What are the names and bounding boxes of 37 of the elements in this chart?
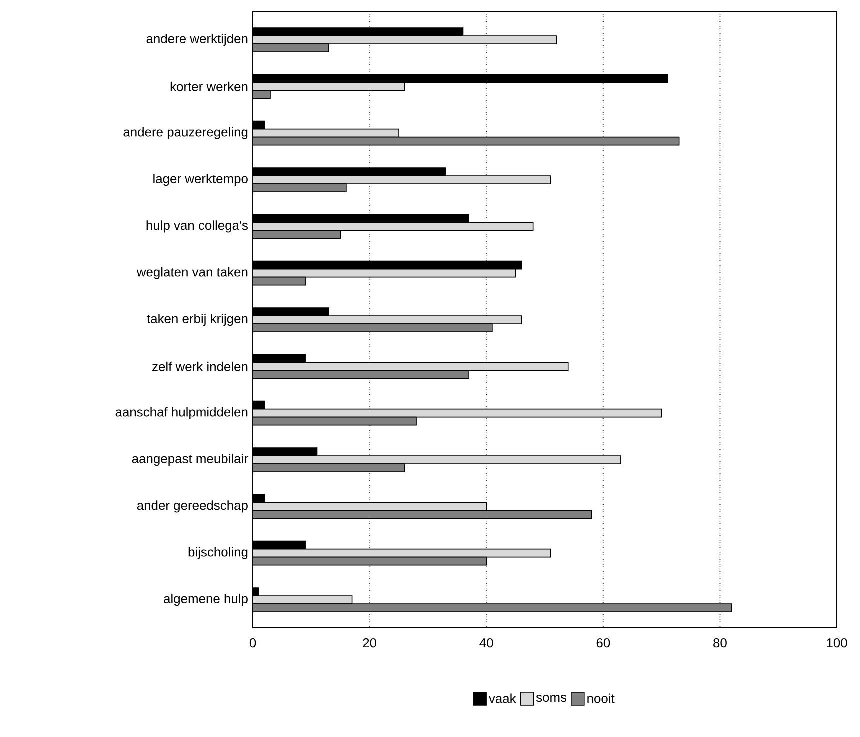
y-tick-label: hulp van collega's <box>146 220 248 233</box>
y-tick-label: zelf werk indelen <box>152 362 248 372</box>
y-tick-label: algemene hulp <box>164 594 248 606</box>
bar <box>253 136 680 146</box>
bar <box>253 370 470 380</box>
y-tick-label: weglaten van taken <box>136 267 248 280</box>
y-tick-label: taken erbij krijgen <box>147 314 248 326</box>
bar <box>253 408 662 418</box>
y-tick-label: korter werken <box>170 82 248 92</box>
bar <box>253 502 488 512</box>
bar <box>253 222 534 232</box>
legend-label: soms <box>536 694 567 702</box>
y-tick-label: andere pauzeregeling <box>124 127 248 140</box>
x-tick-label: 40 <box>480 638 494 648</box>
legend-label: nooit <box>588 694 615 704</box>
y-tick-label: lager werktempo <box>154 174 248 186</box>
bar <box>253 276 306 286</box>
bar <box>253 268 516 278</box>
bar <box>253 548 552 558</box>
x-tick-label: 0 <box>250 638 256 648</box>
y-tick-label: bijscholing <box>188 547 248 560</box>
x-tick-label: 100 <box>827 638 848 648</box>
bar <box>253 510 592 520</box>
bar <box>253 416 417 426</box>
y-tick-label: aangepast meubilair <box>132 454 248 466</box>
legend-label: vaak <box>488 694 516 704</box>
bar <box>253 82 406 92</box>
bar <box>253 230 342 240</box>
y-tick-label: ander gereedschap <box>137 500 248 513</box>
y-tick-label: aanschaf hulpmiddelen <box>116 407 248 420</box>
x-tick-label: 80 <box>714 638 727 648</box>
x-tick-label: 20 <box>363 638 377 648</box>
x-tick-label: 60 <box>596 638 610 648</box>
bar <box>253 556 488 566</box>
bar <box>253 362 569 372</box>
y-tick-label: andere werktijden <box>146 34 248 46</box>
bar <box>253 128 400 138</box>
